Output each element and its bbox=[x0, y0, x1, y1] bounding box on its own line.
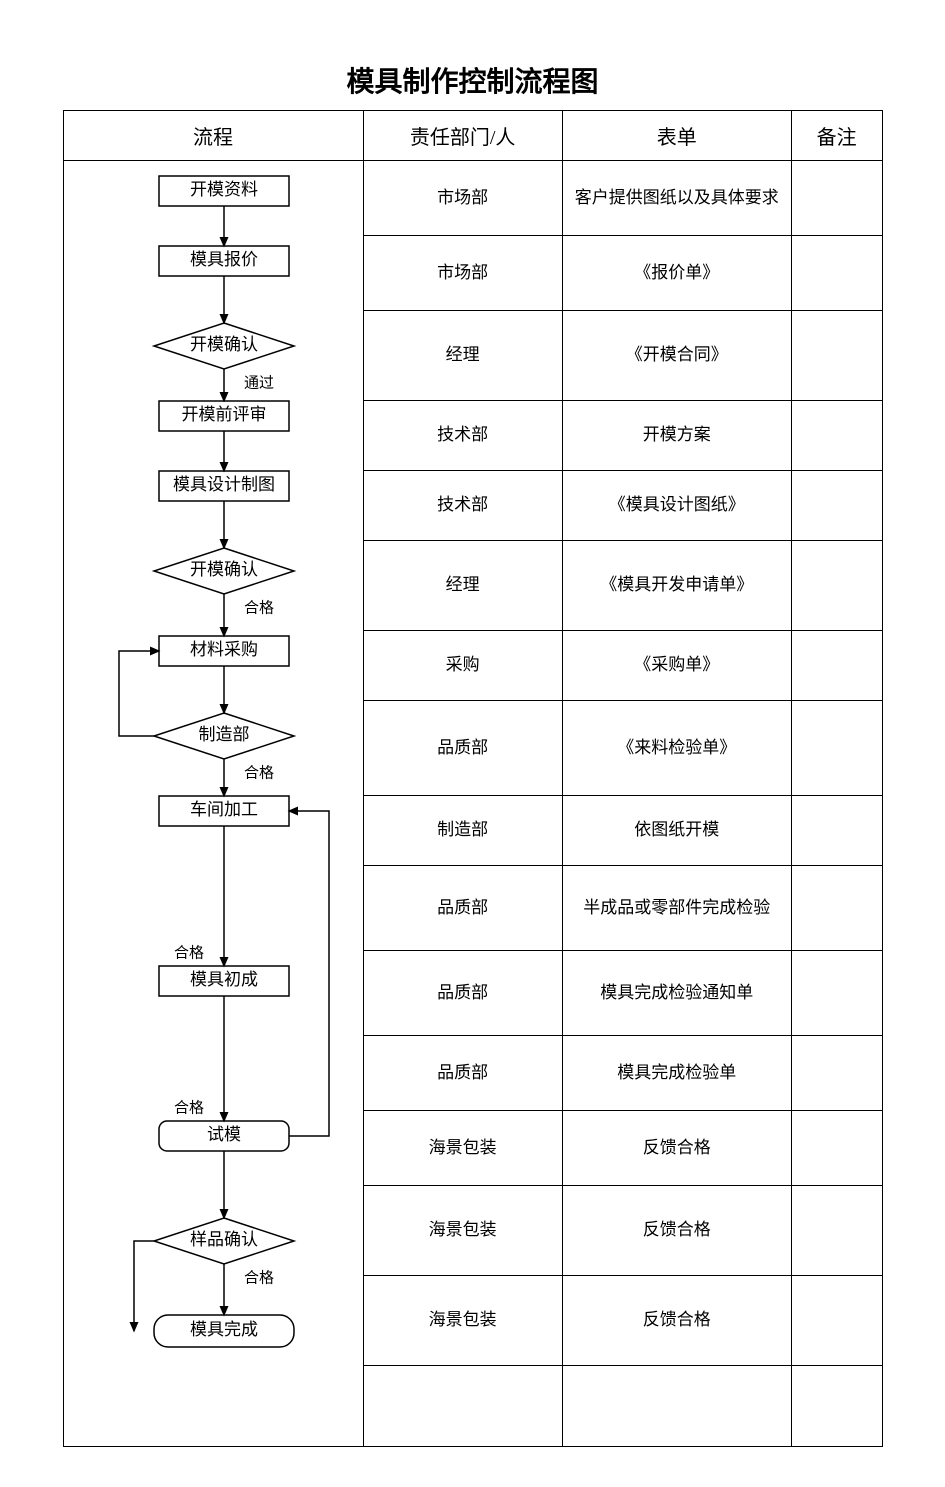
dept-cell: 品质部 bbox=[364, 951, 562, 1036]
svg-text:开模资料: 开模资料 bbox=[190, 180, 258, 199]
svg-text:合格: 合格 bbox=[243, 764, 273, 781]
svg-text:模具设计制图: 模具设计制图 bbox=[173, 475, 275, 494]
form-cell: 《开模合同》 bbox=[563, 311, 791, 401]
dept-cell bbox=[364, 1366, 562, 1446]
dept-cell: 制造部 bbox=[364, 796, 562, 866]
note-cell bbox=[792, 866, 882, 951]
form-cell: 反馈合格 bbox=[563, 1111, 791, 1186]
svg-text:合格: 合格 bbox=[173, 944, 203, 961]
svg-text:制造部: 制造部 bbox=[198, 725, 249, 744]
dept-cell: 海景包装 bbox=[364, 1186, 562, 1276]
page-title: 模具制作控制流程图 bbox=[60, 60, 885, 100]
hdr-dept: 责任部门/人 bbox=[364, 111, 562, 161]
form-cell: 《模具开发申请单》 bbox=[563, 541, 791, 631]
hdr-form: 表单 bbox=[563, 111, 791, 161]
form-cell: 模具完成检验通知单 bbox=[563, 951, 791, 1036]
svg-text:通过: 通过 bbox=[243, 374, 273, 391]
hdr-note: 备注 bbox=[792, 111, 882, 161]
form-cell: 依图纸开模 bbox=[563, 796, 791, 866]
note-cell bbox=[792, 631, 882, 701]
note-cell bbox=[792, 541, 882, 631]
form-cell: 《来料检验单》 bbox=[563, 701, 791, 796]
flowchart-canvas: 开模资料模具报价开模确认开模前评审模具设计制图开模确认材料采购制造部车间加工模具… bbox=[64, 161, 363, 1446]
dept-cell: 经理 bbox=[364, 541, 562, 631]
dept-cell: 采购 bbox=[364, 631, 562, 701]
note-cell bbox=[792, 1036, 882, 1111]
note-cell bbox=[792, 311, 882, 401]
note-cell bbox=[792, 1276, 882, 1366]
form-cell: 客户提供图纸以及具体要求 bbox=[563, 161, 791, 236]
svg-text:合格: 合格 bbox=[173, 1099, 203, 1116]
flowchart-table: 流程 开模资料模具报价开模确认开模前评审模具设计制图开模确认材料采购制造部车间加… bbox=[63, 110, 883, 1447]
svg-text:开模确认: 开模确认 bbox=[190, 560, 258, 579]
form-cell: 《报价单》 bbox=[563, 236, 791, 311]
svg-text:试模: 试模 bbox=[207, 1125, 241, 1144]
svg-text:模具初成: 模具初成 bbox=[190, 970, 258, 989]
dept-cell: 技术部 bbox=[364, 471, 562, 541]
svg-text:开模前评审: 开模前评审 bbox=[181, 405, 266, 424]
col-dept: 责任部门/人 市场部市场部经理技术部技术部经理采购品质部制造部品质部品质部品质部… bbox=[364, 111, 563, 1446]
svg-text:材料采购: 材料采购 bbox=[190, 640, 258, 659]
dept-cell: 市场部 bbox=[364, 236, 562, 311]
form-cell: 反馈合格 bbox=[563, 1186, 791, 1276]
note-cell bbox=[792, 1186, 882, 1276]
col-note: 备注 bbox=[792, 111, 882, 1446]
note-cell bbox=[792, 796, 882, 866]
svg-text:模具报价: 模具报价 bbox=[190, 250, 258, 269]
dept-cell: 海景包装 bbox=[364, 1111, 562, 1186]
dept-cell: 品质部 bbox=[364, 866, 562, 951]
col-form: 表单 客户提供图纸以及具体要求《报价单》《开模合同》开模方案《模具设计图纸》《模… bbox=[563, 111, 792, 1446]
dept-cell: 品质部 bbox=[364, 701, 562, 796]
svg-text:车间加工: 车间加工 bbox=[190, 800, 258, 819]
dept-cell: 品质部 bbox=[364, 1036, 562, 1111]
form-cell: 《模具设计图纸》 bbox=[563, 471, 791, 541]
form-cell: 《采购单》 bbox=[563, 631, 791, 701]
note-cell bbox=[792, 951, 882, 1036]
form-cell bbox=[563, 1366, 791, 1446]
svg-text:开模确认: 开模确认 bbox=[190, 335, 258, 354]
form-cell: 半成品或零部件完成检验 bbox=[563, 866, 791, 951]
note-cell bbox=[792, 401, 882, 471]
dept-cell: 海景包装 bbox=[364, 1276, 562, 1366]
dept-cell: 经理 bbox=[364, 311, 562, 401]
col-flow: 流程 开模资料模具报价开模确认开模前评审模具设计制图开模确认材料采购制造部车间加… bbox=[64, 111, 364, 1446]
form-cell: 反馈合格 bbox=[563, 1276, 791, 1366]
note-cell bbox=[792, 236, 882, 311]
note-cell bbox=[792, 1111, 882, 1186]
note-cell bbox=[792, 161, 882, 236]
form-cell: 模具完成检验单 bbox=[563, 1036, 791, 1111]
svg-text:合格: 合格 bbox=[243, 1269, 273, 1286]
note-cell bbox=[792, 1366, 882, 1446]
dept-cell: 市场部 bbox=[364, 161, 562, 236]
svg-text:样品确认: 样品确认 bbox=[190, 1230, 258, 1249]
note-cell bbox=[792, 471, 882, 541]
form-cell: 开模方案 bbox=[563, 401, 791, 471]
note-cell bbox=[792, 701, 882, 796]
svg-text:合格: 合格 bbox=[243, 599, 273, 616]
hdr-flow: 流程 bbox=[64, 111, 363, 161]
svg-text:模具完成: 模具完成 bbox=[190, 1320, 258, 1339]
dept-cell: 技术部 bbox=[364, 401, 562, 471]
